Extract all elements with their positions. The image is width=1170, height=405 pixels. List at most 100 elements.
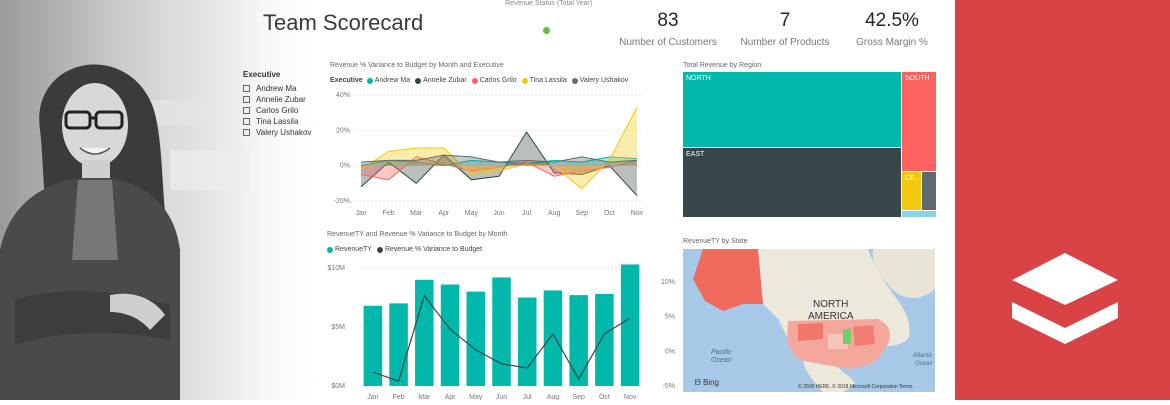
legend-label: Andrew Ma: [374, 77, 411, 84]
treemap-label: EAST: [686, 151, 705, 158]
slicer-item-carlos-grilo[interactable]: Carlos Grilo: [243, 105, 311, 116]
map-label-pacific: Pacific: [711, 349, 732, 356]
legend-swatch: [366, 77, 373, 84]
slicer-item-tina-lassila[interactable]: Tina Lassila: [243, 116, 311, 127]
checkbox[interactable]: [243, 118, 250, 125]
combo-chart[interactable]: $10M $5M $0M 10% 5% 0% -5% Jan Feb Mar Apr May Jun Ju…: [325, 257, 685, 400]
treemap-title: Total Revenue by Region: [683, 62, 762, 69]
slicer-item-label: Carlos Grilo: [256, 106, 299, 115]
revenue-by-state-map[interactable]: NORTH AMERICA Pacific Ocean Atlantic Oce…: [683, 249, 935, 392]
kpi-value: 83: [657, 10, 679, 31]
slicer-item-label: Valery Ushakov: [256, 128, 312, 137]
map-region-alaska[interactable]: [693, 249, 763, 311]
map-label-atlantic: Ocean: [915, 361, 933, 367]
legend-label: RevenueTY: [335, 246, 372, 253]
brand-panel: [955, 0, 1170, 400]
slicer-item-valery-ushakov[interactable]: Valery Ushakov: [243, 127, 311, 138]
kpi-value: 42.5%: [865, 10, 919, 31]
area-series-line: [360, 131, 638, 197]
area-series-fill: [361, 156, 637, 166]
kpi-card-customers: 83 Number of Customers: [618, 10, 718, 48]
slicer-item-andrew-ma[interactable]: Andrew Ma: [243, 83, 311, 94]
x-tick-label: May: [465, 210, 479, 217]
bar: [389, 303, 408, 386]
map-label-pacific: Ocean: [711, 357, 732, 364]
x-tick-label: Sep: [576, 210, 589, 217]
legend-label: Tina Lassila: [529, 77, 567, 84]
area-series-fill: [361, 107, 637, 189]
kpi-label: Gross Margin %: [856, 37, 928, 48]
legend-swatch: [521, 77, 528, 84]
checkbox[interactable]: [243, 107, 250, 114]
x-tick-label: Jan: [367, 394, 378, 400]
treemap-label: SOUTH: [905, 75, 930, 82]
map-canvas: NORTH AMERICA Pacific Ocean Atlantic Oce…: [693, 249, 935, 392]
bar: [569, 295, 588, 386]
map-label-continent: AMERICA: [808, 311, 854, 322]
treemap-tile-other[interactable]: [922, 172, 936, 210]
legend-label: Revenue % Variance to Budget: [384, 246, 483, 253]
checkbox[interactable]: [243, 129, 250, 136]
bar: [595, 293, 614, 386]
y-tick-label: $5M: [331, 324, 345, 331]
x-tick-label: Feb: [393, 394, 405, 400]
revenue-status-label: Revenue Status (Total Year): [505, 0, 593, 7]
x-tick-label: Jul: [523, 394, 532, 400]
variance-line: [372, 294, 631, 382]
area-series-line: [360, 154, 638, 163]
area-chart[interactable]: 40% 20% 0% -20% Jan Feb Mar Apr May Jun Jul Aug Sep O…: [325, 88, 650, 218]
legend-swatch: [376, 246, 383, 253]
area-series-line: [360, 107, 638, 190]
kpi-label: Number of Customers: [619, 37, 717, 48]
x-tick-label: Apr: [445, 394, 457, 400]
bing-logo: ᗷ Bing: [695, 378, 719, 387]
legend-item[interactable]: RevenueTY: [327, 246, 372, 253]
treemap-tile-east[interactable]: EAST: [683, 148, 901, 217]
x-tick-label: Apr: [438, 210, 450, 217]
map-copyright: © 2018 HERE, © 2018 Microsoft Corporatio…: [798, 383, 913, 390]
x-tick-label: May: [469, 394, 483, 400]
y2-tick-label: 10%: [661, 279, 675, 286]
legend-item[interactable]: Annelie Zubar: [415, 77, 467, 84]
legend-item[interactable]: Tina Lassila: [521, 77, 567, 84]
legend-item[interactable]: Revenue % Variance to Budget: [376, 246, 483, 253]
treemap-tile-central[interactable]: CE...: [902, 172, 921, 210]
y-tick-label: 40%: [336, 92, 350, 99]
treemap-tile-north[interactable]: NORTH: [683, 72, 901, 147]
checkbox[interactable]: [243, 96, 250, 103]
slicer-item-annelie-zubar[interactable]: Annelie Zubar: [243, 94, 311, 105]
y-tick-label: 0%: [340, 163, 350, 170]
legend-title: Executive: [330, 77, 363, 84]
treemap-label: CE...: [905, 175, 921, 182]
x-tick-label: Oct: [604, 210, 615, 217]
x-tick-label: Aug: [548, 210, 561, 217]
slicer-item-label: Tina Lassila: [256, 117, 299, 126]
x-tick-label: Jun: [496, 394, 507, 400]
slicer-title: Executive: [243, 70, 281, 79]
legend-label: Valery Ushakov: [579, 77, 629, 84]
treemap-tile-west[interactable]: [902, 211, 936, 217]
bar: [543, 290, 563, 386]
area-chart-legend: Executive Andrew Ma Annelie Zubar Carlos…: [330, 77, 633, 84]
kpi-value: 7: [779, 10, 791, 31]
area-series-fill: [361, 155, 637, 166]
legend-label: Annelie Zubar: [423, 77, 467, 84]
x-tick-label: Nov: [624, 394, 637, 400]
slicer-item-label: Annelie Zubar: [256, 95, 306, 104]
map-label-atlantic: Atlantic: [912, 353, 933, 359]
legend-item[interactable]: Valery Ushakov: [571, 77, 629, 84]
x-tick-label: Jun: [493, 210, 504, 217]
layers-logo-icon: [1012, 253, 1118, 344]
checkbox[interactable]: [243, 85, 250, 92]
slicer-item-label: Andrew Ma: [256, 84, 297, 93]
bar: [466, 291, 486, 386]
legend-item[interactable]: Andrew Ma: [366, 77, 411, 84]
kpi-card-gross-margin: 42.5% Gross Margin %: [842, 10, 942, 48]
legend-label: Carlos Grilo: [479, 77, 517, 84]
page-title: Team Scorecard: [263, 10, 424, 35]
kpi-label: Number of Products: [740, 37, 830, 48]
legend-item[interactable]: Carlos Grilo: [471, 77, 517, 84]
y-tick-label: $10M: [327, 265, 345, 272]
treemap-tile-south[interactable]: SOUTH: [902, 72, 936, 171]
bar: [517, 297, 537, 386]
